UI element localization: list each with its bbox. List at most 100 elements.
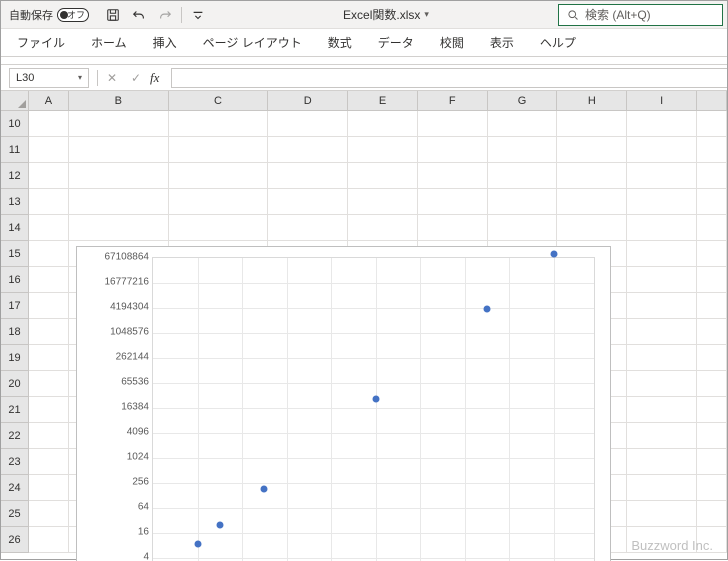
cell[interactable] (69, 189, 169, 215)
cell[interactable] (627, 319, 697, 345)
cell[interactable] (488, 111, 558, 137)
tab-挿入[interactable]: 挿入 (149, 30, 181, 55)
row-header[interactable]: 24 (1, 475, 29, 501)
filename-display[interactable]: Excel関数.xlsx ▾ (214, 6, 558, 23)
cell[interactable] (418, 111, 488, 137)
cell[interactable] (557, 215, 627, 241)
formula-input[interactable] (171, 68, 727, 88)
cell[interactable] (697, 371, 727, 397)
cell[interactable] (488, 215, 558, 241)
cell[interactable] (268, 189, 348, 215)
row-header[interactable]: 20 (1, 371, 29, 397)
select-all-button[interactable] (1, 91, 29, 111)
cell[interactable] (29, 111, 69, 137)
cell[interactable] (557, 137, 627, 163)
fx-icon[interactable]: fx (150, 70, 159, 86)
chart-data-point[interactable] (483, 305, 490, 312)
cell[interactable] (697, 215, 727, 241)
cell[interactable] (29, 423, 69, 449)
cell[interactable] (697, 267, 727, 293)
cell[interactable] (627, 371, 697, 397)
cell[interactable] (627, 501, 697, 527)
row-header[interactable]: 14 (1, 215, 29, 241)
chart-data-point[interactable] (261, 485, 268, 492)
cell[interactable] (169, 215, 269, 241)
cell[interactable] (348, 163, 418, 189)
cell[interactable] (29, 189, 69, 215)
row-header[interactable]: 18 (1, 319, 29, 345)
cell[interactable] (29, 475, 69, 501)
cell[interactable] (627, 215, 697, 241)
cell[interactable] (697, 475, 727, 501)
row-header[interactable]: 21 (1, 397, 29, 423)
row-header[interactable]: 23 (1, 449, 29, 475)
cell[interactable] (697, 111, 727, 137)
cell[interactable] (268, 111, 348, 137)
cell[interactable] (169, 163, 269, 189)
cell[interactable] (697, 137, 727, 163)
column-header[interactable]: C (169, 91, 269, 111)
tab-数式[interactable]: 数式 (324, 30, 356, 55)
undo-icon[interactable] (129, 5, 149, 25)
column-header[interactable]: G (488, 91, 558, 111)
cell[interactable] (627, 241, 697, 267)
cell[interactable] (348, 137, 418, 163)
cell[interactable] (348, 111, 418, 137)
row-header[interactable]: 15 (1, 241, 29, 267)
cell[interactable] (169, 137, 269, 163)
row-header[interactable]: 13 (1, 189, 29, 215)
tab-データ[interactable]: データ (374, 30, 418, 55)
cell[interactable] (29, 345, 69, 371)
column-header[interactable]: D (268, 91, 348, 111)
chart-data-point[interactable] (194, 540, 201, 547)
row-header[interactable]: 10 (1, 111, 29, 137)
column-header[interactable]: E (348, 91, 418, 111)
cell[interactable] (268, 137, 348, 163)
cell[interactable] (627, 397, 697, 423)
tab-ページ レイアウト[interactable]: ページ レイアウト (199, 30, 306, 55)
cell[interactable] (29, 163, 69, 189)
column-header[interactable] (697, 91, 727, 111)
cell[interactable] (557, 163, 627, 189)
qat-customize-icon[interactable] (188, 5, 208, 25)
column-header[interactable]: F (418, 91, 488, 111)
cell[interactable] (29, 527, 69, 553)
autosave-toggle[interactable]: オフ (57, 8, 89, 22)
cell[interactable] (29, 215, 69, 241)
cell[interactable] (29, 449, 69, 475)
cell[interactable] (627, 293, 697, 319)
spreadsheet-grid[interactable]: ABCDEFGHI 101112131415161718192021222324… (1, 91, 727, 561)
cell[interactable] (268, 215, 348, 241)
cell[interactable] (418, 163, 488, 189)
cell[interactable] (29, 371, 69, 397)
cell[interactable] (627, 137, 697, 163)
cell[interactable] (348, 189, 418, 215)
cell[interactable] (348, 215, 418, 241)
row-header[interactable]: 25 (1, 501, 29, 527)
cell[interactable] (697, 241, 727, 267)
cell[interactable] (697, 319, 727, 345)
cell[interactable] (268, 163, 348, 189)
cell[interactable] (697, 163, 727, 189)
cell[interactable] (488, 137, 558, 163)
cell[interactable] (697, 423, 727, 449)
cell[interactable] (169, 189, 269, 215)
cell[interactable] (627, 267, 697, 293)
cell[interactable] (697, 449, 727, 475)
cell[interactable] (627, 111, 697, 137)
cell[interactable] (627, 423, 697, 449)
cell[interactable] (627, 449, 697, 475)
cell[interactable] (69, 163, 169, 189)
cell[interactable] (557, 111, 627, 137)
cell[interactable] (697, 501, 727, 527)
row-header[interactable]: 22 (1, 423, 29, 449)
cell[interactable] (627, 345, 697, 371)
cell[interactable] (418, 137, 488, 163)
row-header[interactable]: 26 (1, 527, 29, 553)
column-header[interactable]: I (627, 91, 697, 111)
cell[interactable] (627, 475, 697, 501)
cell[interactable] (29, 137, 69, 163)
cell[interactable] (29, 267, 69, 293)
cell[interactable] (29, 397, 69, 423)
name-box[interactable]: L30 ▾ (9, 68, 89, 88)
